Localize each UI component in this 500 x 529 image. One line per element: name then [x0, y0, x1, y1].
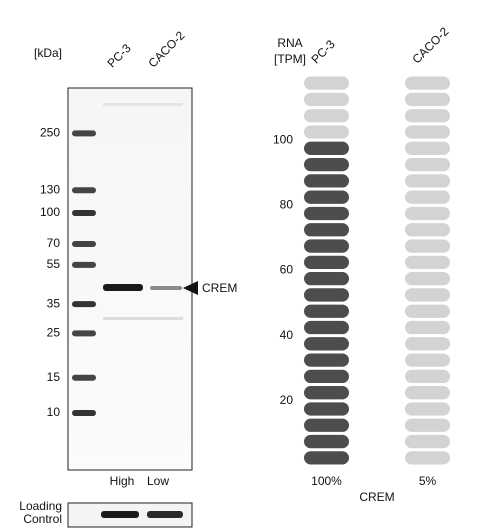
pill-empty [405, 141, 450, 155]
pill-empty [405, 206, 450, 221]
ladder-band [72, 410, 96, 416]
pill-filled [304, 288, 349, 302]
pill-empty [405, 337, 450, 351]
pill-filled [304, 451, 349, 465]
pill-empty [405, 353, 450, 367]
pill-empty [405, 320, 450, 335]
pill-filled [304, 174, 349, 188]
pill-empty [405, 190, 450, 204]
pill-filled [304, 190, 349, 204]
ladder-band [72, 130, 96, 137]
pill-filled [304, 223, 349, 237]
ladder-band [72, 374, 96, 381]
pill-filled [304, 418, 349, 432]
pill-empty [405, 304, 450, 318]
y-tick-label: 60 [280, 263, 294, 277]
pill-empty [304, 109, 349, 123]
blot-band [150, 286, 182, 290]
marker-label: 70 [47, 236, 61, 250]
ladder-band [72, 187, 96, 194]
pill-empty [405, 174, 450, 188]
marker-label: 25 [47, 326, 61, 340]
marker-label: 250 [40, 126, 60, 140]
pill-filled [304, 255, 349, 269]
x-label: CREM [359, 490, 394, 504]
value-label: 5% [419, 474, 437, 488]
y-tick-label: 100 [273, 132, 293, 146]
pill-empty [405, 92, 450, 107]
pill-filled [304, 206, 349, 221]
pill-filled [304, 402, 349, 416]
blot-artifact [103, 103, 183, 106]
value-label: 100% [311, 474, 342, 488]
pill-empty [405, 272, 450, 286]
blot-band [103, 284, 143, 291]
pill-empty [405, 288, 450, 302]
blot-artifact [103, 317, 183, 320]
axis-label: [TPM] [274, 52, 306, 66]
sample-label: PC-3 [308, 37, 337, 66]
pill-empty [405, 125, 450, 139]
marker-label: 35 [47, 296, 61, 310]
ladder-band [72, 210, 96, 216]
pill-empty [304, 76, 349, 90]
pill-empty [405, 369, 450, 384]
pill-empty [405, 402, 450, 416]
ladder-band [72, 240, 96, 247]
pill-empty [405, 157, 450, 172]
loading-band [147, 511, 183, 518]
pill-empty [405, 223, 450, 237]
pill-empty [405, 434, 450, 449]
pill-filled [304, 337, 349, 351]
lane-label: PC-3 [104, 41, 133, 70]
y-tick-label: 40 [280, 328, 294, 342]
pill-filled [304, 320, 349, 335]
pill-empty [405, 386, 450, 400]
band-arrow [183, 281, 198, 295]
pill-filled [304, 239, 349, 253]
ladder-band [72, 330, 96, 337]
y-tick-label: 20 [280, 393, 294, 407]
pill-filled [304, 141, 349, 155]
pill-empty [405, 239, 450, 253]
blot-frame [67, 87, 193, 471]
marker-label: 55 [47, 257, 61, 271]
pill-filled [304, 157, 349, 172]
pill-empty [405, 109, 450, 123]
pill-filled [304, 369, 349, 384]
pill-filled [304, 353, 349, 367]
lane-level: Low [147, 474, 169, 488]
ladder-band [72, 301, 96, 308]
pill-empty [405, 418, 450, 432]
marker-label: 15 [47, 370, 61, 384]
y-tick-label: 80 [280, 198, 294, 212]
pill-filled [304, 304, 349, 318]
unit-label: [kDa] [34, 46, 62, 60]
lane-level: High [110, 474, 135, 488]
ladder-band [72, 261, 96, 268]
pill-empty [405, 255, 450, 269]
pill-empty [304, 92, 349, 107]
pill-empty [405, 76, 450, 90]
loading-label: Control [23, 512, 62, 526]
lane-label: CACO-2 [145, 28, 187, 70]
loading-band [101, 511, 139, 518]
pill-filled [304, 386, 349, 400]
marker-label: 130 [40, 182, 60, 196]
pill-filled [304, 434, 349, 449]
marker-label: 100 [40, 205, 60, 219]
loading-label: Loading [19, 499, 62, 513]
axis-label: RNA [277, 36, 302, 50]
band-label: CREM [202, 281, 237, 295]
sample-label: CACO-2 [409, 24, 451, 66]
pill-empty [405, 451, 450, 465]
pill-empty [304, 125, 349, 139]
marker-label: 10 [47, 405, 61, 419]
pill-filled [304, 272, 349, 286]
